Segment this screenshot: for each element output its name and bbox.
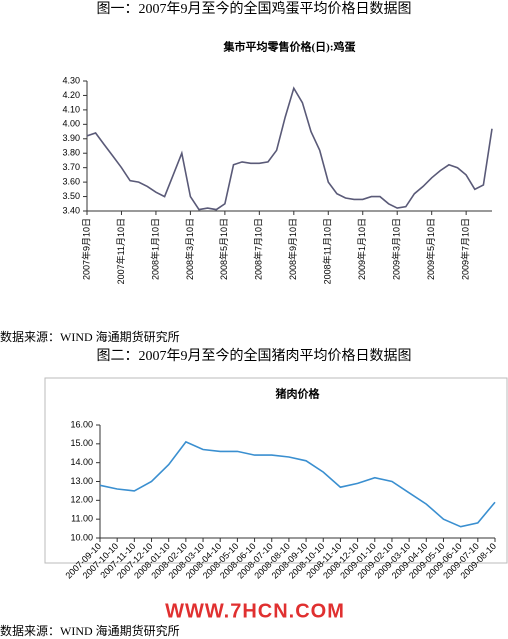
x-tick-label: 2009年7月10日 [460, 218, 471, 280]
line [99, 440, 496, 528]
source: 数据来源：WIND 海通期货研究所 [0, 329, 180, 344]
x-tick-label: 2009年3月10日 [391, 218, 402, 280]
caption: 图二：2007年9月至今的全国猪肉平均价格日数据图 [97, 347, 412, 364]
y-tick-label: 3.70 [62, 162, 80, 172]
y-tick-label: 3.50 [62, 191, 80, 201]
source: 数据来源：WIND 海通期货研究所 [0, 623, 180, 638]
y-tick-label: 4.10 [62, 104, 80, 114]
x-tick-label: 2008年5月10日 [218, 218, 229, 280]
watermark: WWW.7HCN.COM [165, 600, 345, 622]
x-tick-label: 2009年5月10日 [425, 218, 436, 280]
x-tick-label: 2008年3月10日 [184, 218, 195, 280]
y-tick-label: 4.20 [62, 90, 80, 100]
x-tick-label: 2007年9月10日 [80, 218, 91, 280]
y-tick-label: 3.80 [62, 148, 80, 158]
y-tick-label: 4.00 [62, 119, 80, 129]
y-tick-label: 15.00 [70, 438, 93, 448]
y-tick-label: 4.30 [62, 75, 80, 85]
y-tick-label: 10.00 [70, 532, 93, 542]
chart-frame [44, 377, 508, 564]
caption: 图一：2007年9月至今的全国鸡蛋平均价格日数据图 [97, 0, 412, 17]
y-tick-label: 3.60 [62, 176, 80, 186]
y-tick-label: 16.00 [70, 419, 93, 429]
chart-title: 集市平均零售价格(日):鸡蛋 [223, 40, 357, 54]
x-tick-label: 2008年11月10日 [322, 218, 333, 284]
y-tick-label: 11.00 [71, 514, 93, 524]
x-tick-label: 2009年1月10日 [356, 218, 367, 280]
x-tick-label: 2008年1月10日 [149, 218, 160, 280]
line [86, 86, 493, 211]
y-tick-label: 13.00 [70, 476, 93, 486]
x-tick-label: 2008年9月10日 [287, 218, 298, 280]
x-tick-label: 2007年11月10日 [115, 218, 126, 284]
y-tick-label: 3.40 [62, 205, 80, 215]
y-tick-label: 3.90 [62, 133, 80, 143]
y-tick-label: 12.00 [70, 495, 93, 505]
chart-title: 猪肉价格 [275, 387, 321, 401]
x-tick-label: 2008年7月10日 [253, 218, 264, 280]
y-tick-label: 14.00 [70, 457, 93, 467]
